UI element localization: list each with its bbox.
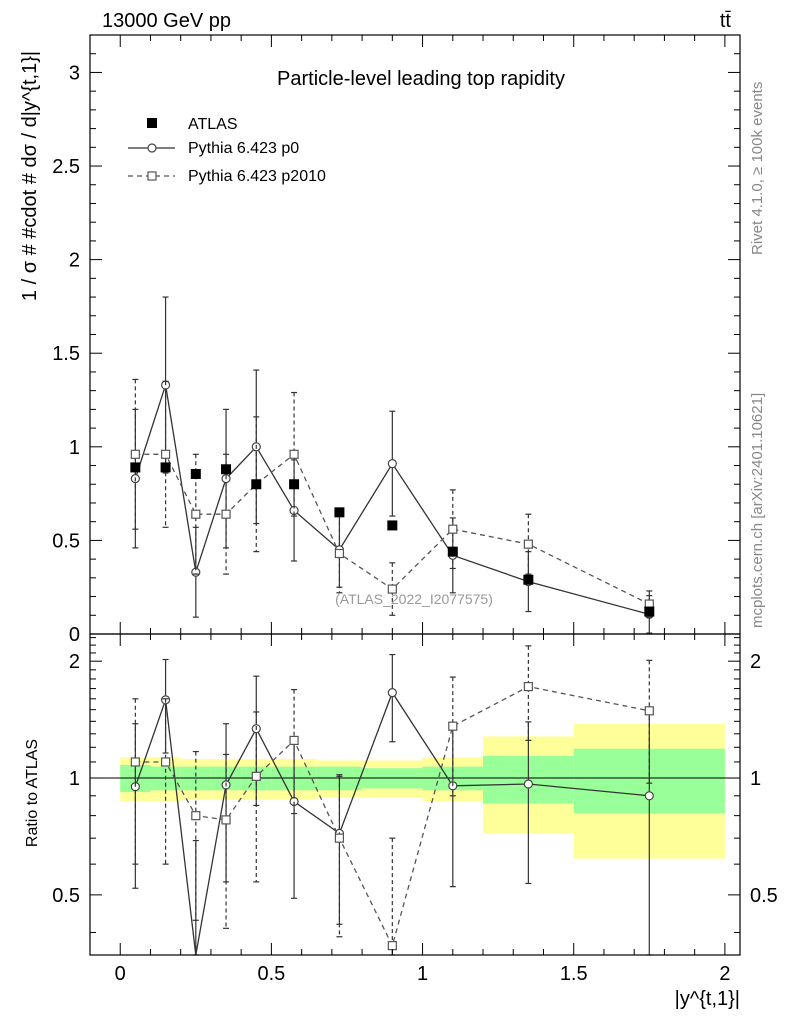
main-ylabel: 1 / σ # #cdot # dσ / d|y^{t,1}| [19, 51, 41, 301]
x-tick-label: 1.5 [560, 963, 588, 985]
main-ytick-label: 0.5 [52, 530, 80, 552]
ratio-p2010-point [334, 833, 345, 843]
x-axis-label: |y^{t,1}| [675, 988, 740, 1010]
ratio-p0-point [644, 791, 654, 801]
atlas-point [523, 574, 534, 585]
legend-p0-label: Pythia 6.423 p0 [188, 140, 299, 157]
ratio-p0-point [387, 687, 397, 698]
atlas-point [251, 479, 262, 490]
legend-p0-marker [147, 143, 157, 153]
atlas-point [221, 464, 232, 475]
ratio-p2010-point [251, 771, 261, 781]
p2010-point [448, 524, 458, 534]
x-tick-label: 0.5 [257, 963, 285, 985]
main-ytick-label: 2.5 [52, 156, 80, 178]
ratio-p2010-point [289, 735, 299, 746]
process-label: tt̄ [720, 10, 732, 32]
main-panel: 0 0.5 1 1.5 2 2.5 3 Particle-level leading top… [52, 34, 741, 646]
main-ytick-label: 2 [69, 250, 80, 272]
legend-p2010-marker [147, 171, 157, 181]
legend-p2010-label: Pythia 6.423 p2010 [188, 168, 326, 185]
ratio-p2010-point [130, 757, 140, 767]
legend-atlas-label: ATLAS [188, 116, 238, 133]
p2010-point [160, 449, 171, 459]
p2010-point [289, 449, 299, 459]
atlas-point [160, 462, 171, 473]
x-tick-label: 1 [417, 963, 428, 985]
ratio-ytick-label: 1 [69, 768, 80, 790]
ratio-panel: 0.5 0.5 1 1 2 2 0 0.5 1 1.5 2 |y^{t,1}| [52, 633, 778, 1010]
p2010-point [191, 509, 201, 519]
x-tick-label: 2 [719, 963, 730, 985]
ratio-p0-point [523, 779, 533, 789]
legend-atlas-marker [147, 118, 157, 128]
ratio-p2010-point [448, 721, 458, 731]
ratio-ylabel: Ratio to ATLAS [24, 739, 41, 847]
p2010-point [334, 548, 345, 559]
ratio-frame [89, 633, 741, 956]
energy-label: 13000 GeV pp [102, 10, 231, 32]
ratio-ytick-label-right: 0.5 [750, 885, 778, 907]
ratio-p2010-point [523, 682, 533, 692]
rivet-label: Rivet 4.1.0, ≥ 100k events [749, 82, 766, 255]
main-ytick-label: 1.5 [52, 343, 80, 365]
main-ytick-label: 3 [69, 62, 80, 84]
p2010-point [387, 584, 397, 594]
atlas-point [447, 546, 458, 557]
mcplots-label: mcplots.cern.ch [arXiv:2401.10621] [749, 393, 766, 628]
ratio-p2010-point [191, 811, 201, 821]
atlas-point [289, 479, 300, 490]
chart-title: Particle-level leading top rapidity [277, 68, 565, 90]
atlas-point [644, 606, 655, 617]
atlas-point [387, 520, 398, 531]
ratio-ytick-label: 0.5 [52, 885, 80, 907]
p2010-point [523, 539, 533, 549]
ratio-p2010-point [221, 815, 231, 825]
p2010-point [221, 509, 231, 519]
analysis-watermark: (ATLAS_2022_I2077575) [335, 591, 493, 607]
p0-point [387, 459, 397, 469]
ratio-p2010-point [387, 941, 397, 951]
atlas-point [334, 507, 345, 518]
legend: ATLAS Pythia 6.423 p0 Pythia 6.423 p2010 [128, 116, 326, 185]
p2010-point [130, 449, 140, 459]
ratio-ytick-label-right: 2 [750, 651, 761, 673]
atlas-point [190, 468, 201, 479]
ratio-ytick-label-right: 1 [750, 768, 761, 790]
atlas-point [130, 462, 141, 473]
ratio-ytick-label: 2 [69, 651, 80, 673]
ratio-p2010-point [160, 757, 171, 767]
main-ytick-label: 0 [69, 624, 80, 646]
ratio-p2010-point [644, 706, 654, 716]
x-tick-label: 0 [115, 963, 126, 985]
main-ytick-label: 1 [69, 437, 80, 459]
